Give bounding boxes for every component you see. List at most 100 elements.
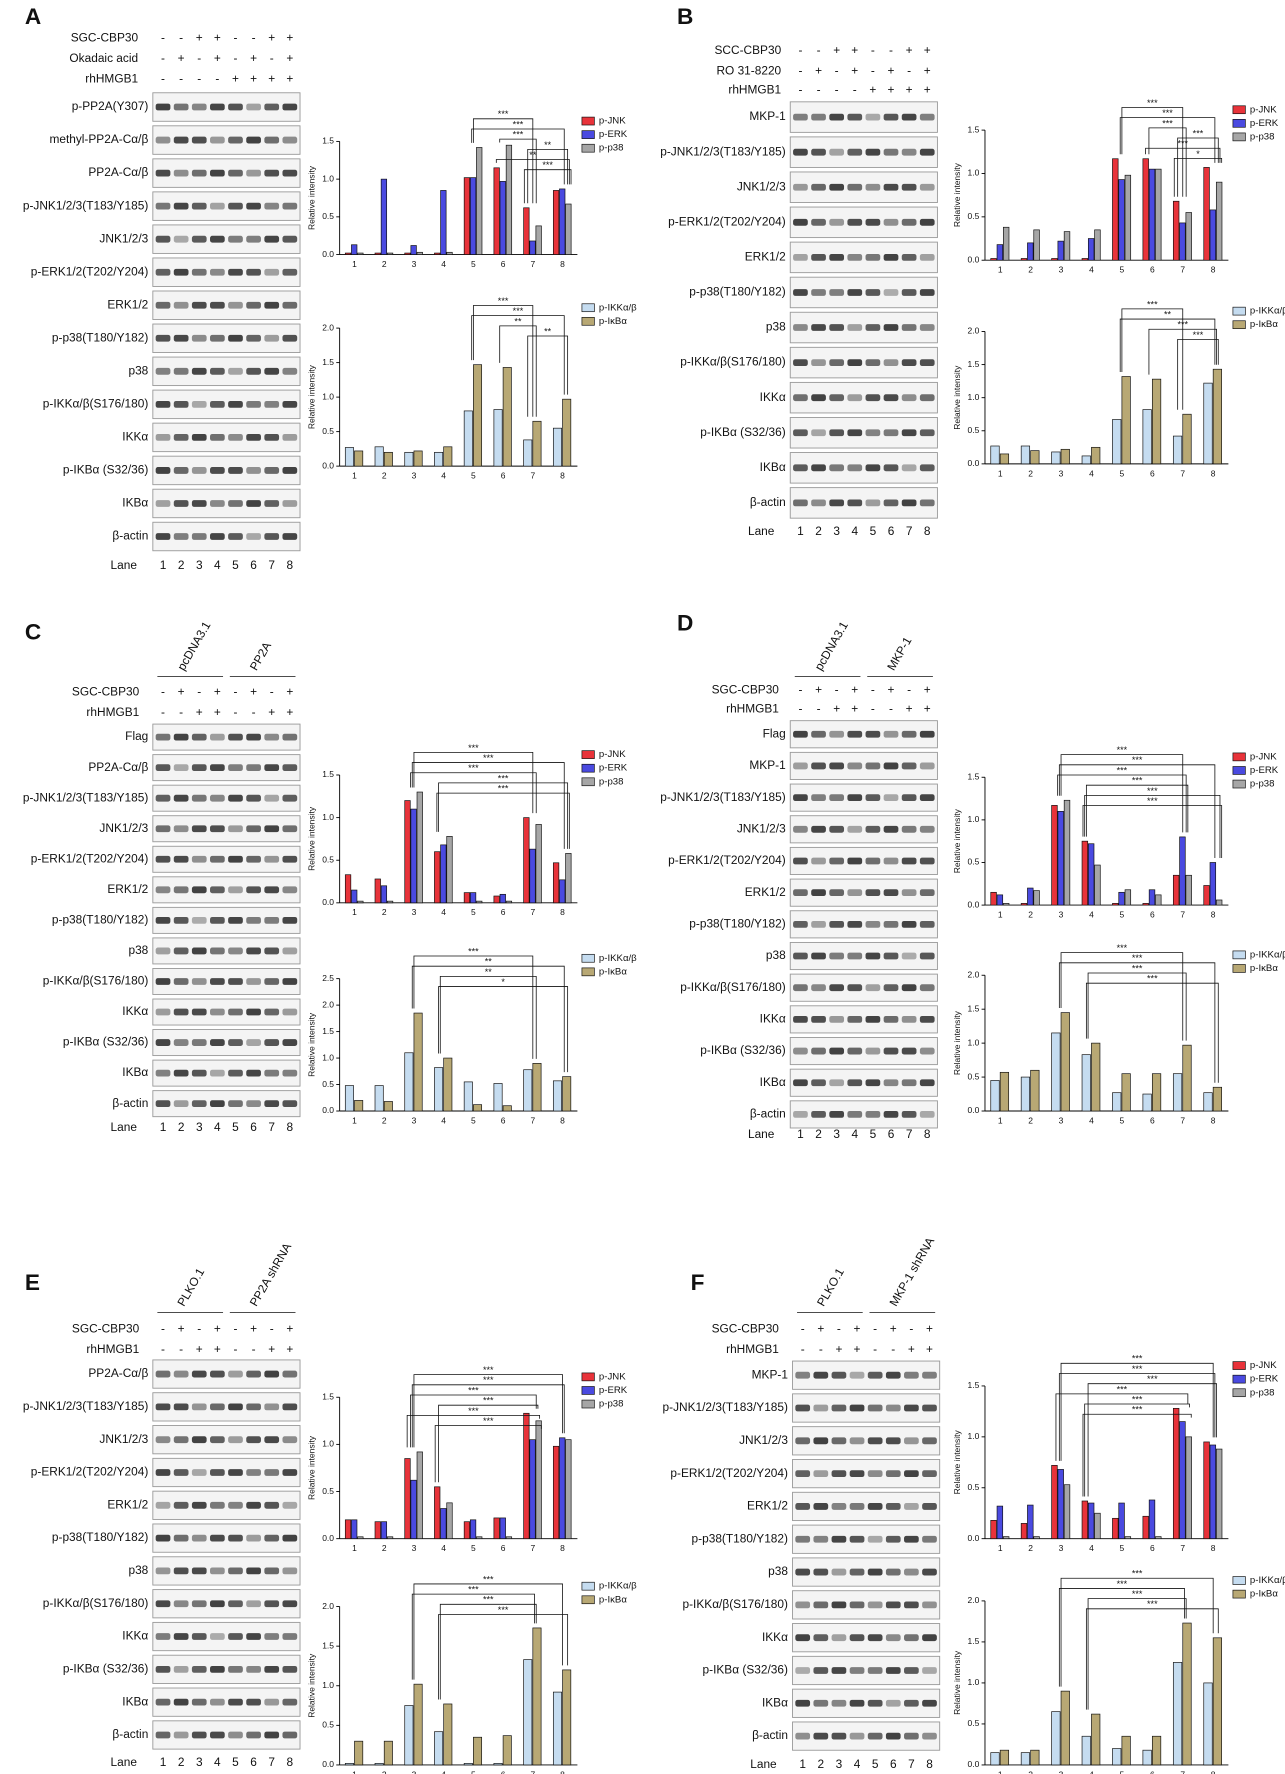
blot-band	[210, 467, 225, 474]
legend-swatch	[581, 143, 595, 153]
condition-sign: -	[871, 682, 875, 696]
significance-label: ***	[468, 1406, 479, 1416]
blot-band	[811, 464, 826, 472]
blot-band	[264, 1600, 280, 1608]
blot-band	[865, 324, 881, 331]
blot-band	[191, 1731, 207, 1739]
blot-band	[795, 1503, 811, 1510]
legend-swatch	[1232, 1361, 1246, 1370]
protein-label: MKP-1	[749, 109, 786, 123]
y-tick-label: 1.5	[968, 771, 980, 781]
x-tick-label: 3	[412, 471, 417, 481]
blot-band	[847, 1111, 863, 1118]
bar	[493, 895, 500, 904]
blot-band	[811, 253, 826, 261]
condition-sign: -	[835, 83, 839, 97]
legend-swatch	[1232, 306, 1246, 316]
bar	[499, 181, 506, 255]
condition-sign: -	[161, 71, 165, 85]
blot-band	[282, 1633, 298, 1640]
legend-swatch	[1232, 320, 1246, 330]
significance-label: **	[529, 150, 537, 160]
blot-band	[191, 1008, 207, 1016]
blot-band	[282, 202, 298, 210]
blot-band	[191, 400, 207, 408]
y-tick-label: 1.5	[968, 1636, 980, 1646]
condition-sign: -	[234, 1322, 238, 1336]
condition-label: SCC-CBP30	[715, 43, 782, 57]
blot-band	[246, 1501, 261, 1509]
y-tick-label: 0.0	[322, 1759, 334, 1769]
blot-band	[901, 857, 917, 865]
x-tick-label: 7	[530, 1543, 535, 1553]
lane-number: 3	[833, 1127, 840, 1141]
significance-label: ***	[1147, 796, 1158, 806]
blot-band	[847, 324, 863, 331]
protein-label: p-p38(T180/Y182)	[689, 916, 785, 930]
y-tick-label: 1.0	[322, 173, 334, 183]
bar	[380, 178, 388, 255]
bar	[463, 177, 471, 255]
significance-bracket	[1119, 117, 1216, 163]
bar	[357, 252, 364, 255]
bar	[344, 252, 352, 255]
blot-band	[793, 253, 808, 261]
x-tick-label: 2	[382, 907, 387, 917]
lane-number: 6	[888, 1127, 895, 1141]
blot-band	[210, 1100, 225, 1108]
protein-label: JNK1/2/3	[737, 179, 786, 193]
significance-bracket	[1148, 328, 1217, 375]
blot-band	[228, 1436, 243, 1444]
significance-label: ***	[498, 296, 509, 306]
blot-band	[191, 978, 207, 985]
y-tick-label: 1.0	[968, 1677, 980, 1687]
blot-band	[904, 1601, 919, 1609]
blot-band	[901, 1079, 917, 1087]
condition-sign: +	[924, 682, 931, 696]
bar	[476, 900, 483, 904]
protein-label: methyl-PP2A-Cα/β	[49, 132, 148, 146]
bar	[532, 1627, 542, 1766]
blot-band	[901, 730, 917, 738]
legend-label: p-JNK	[599, 116, 626, 127]
lane-number: 7	[906, 524, 913, 538]
significance-label: ***	[1147, 1374, 1158, 1384]
blot-band	[173, 794, 189, 802]
bar	[1118, 891, 1125, 906]
blot-band	[210, 533, 225, 540]
bar	[1124, 889, 1132, 906]
blot-band	[191, 1567, 207, 1575]
condition-sign: -	[252, 705, 256, 719]
significance-label: *	[1196, 149, 1200, 159]
legend-label: p-ERK	[1250, 118, 1279, 129]
legend-label: p-JNK	[599, 749, 626, 760]
blot-band	[155, 733, 171, 741]
bar	[1091, 1713, 1101, 1766]
blot-band	[883, 324, 899, 331]
significance-label: ***	[513, 119, 524, 129]
blot-band	[847, 762, 863, 770]
blot-band	[155, 1008, 171, 1016]
blot-band	[793, 499, 808, 507]
x-tick-label: 5	[1120, 1769, 1125, 1774]
bar	[351, 889, 358, 904]
blot-band	[867, 1371, 883, 1379]
blot-band	[922, 1568, 937, 1576]
legend-swatch	[1232, 752, 1246, 762]
bar	[374, 446, 384, 467]
y-tick-label: 1.0	[968, 168, 980, 178]
legend-swatch	[1232, 766, 1246, 775]
blot-band	[228, 1069, 243, 1077]
bar	[380, 885, 388, 904]
bar	[1081, 455, 1091, 465]
blot-band	[795, 1371, 811, 1379]
legend-label: p-p38	[1250, 131, 1275, 142]
bar	[1185, 874, 1192, 906]
legend-swatch	[581, 1595, 595, 1605]
significance-label: ***	[1177, 139, 1188, 149]
significance-bracket	[438, 986, 569, 1073]
bar	[1215, 181, 1223, 261]
condition-sign: +	[214, 1342, 221, 1356]
condition-sign: +	[250, 1322, 257, 1336]
blot-band	[282, 1600, 298, 1608]
